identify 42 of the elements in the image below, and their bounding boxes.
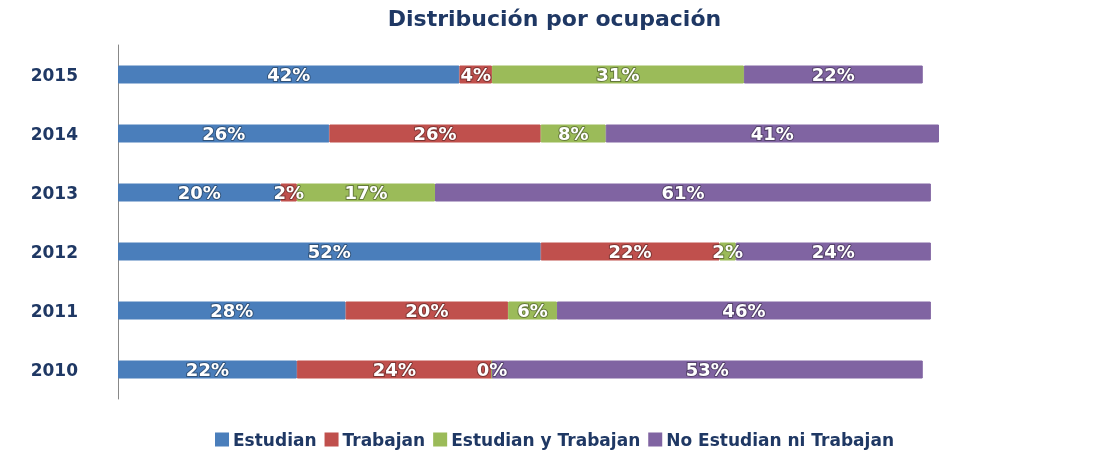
data-label: 6% (517, 300, 548, 321)
data-label: 24% (372, 359, 416, 380)
y-tick-label: 2012 (30, 241, 78, 262)
bar (605, 124, 939, 143)
legend-label: No Estudian ni Trabajan (666, 429, 894, 450)
bar (556, 301, 931, 320)
legend-label: Trabajan (342, 429, 426, 450)
data-label: 31% (596, 64, 640, 85)
bar (435, 183, 931, 202)
data-label: 26% (202, 123, 246, 144)
data-label: 17% (344, 182, 388, 203)
data-label: 61% (661, 182, 705, 203)
data-label: 46% (722, 300, 766, 321)
y-tick-label: 2011 (30, 300, 78, 321)
data-label: 41% (750, 123, 794, 144)
data-label: 22% (185, 359, 229, 380)
legend-label: Estudian (233, 429, 317, 450)
data-label: 22% (608, 241, 652, 262)
y-tick-label: 2015 (30, 64, 78, 85)
data-label: 52% (307, 241, 351, 262)
bar (118, 301, 346, 320)
data-label: 20% (177, 182, 221, 203)
data-label: 53% (685, 359, 729, 380)
bar (329, 124, 541, 143)
legend-label: Estudian y Trabajan (451, 429, 641, 450)
data-label: 22% (811, 64, 855, 85)
data-label: 20% (405, 300, 449, 321)
data-label: 24% (811, 241, 855, 262)
data-label: 28% (210, 300, 254, 321)
bar (118, 242, 541, 261)
y-tick-label: 2010 (30, 359, 79, 380)
data-label: 0% (476, 359, 508, 380)
bar (118, 124, 330, 143)
data-label: 26% (413, 123, 457, 144)
y-tick-label: 2014 (30, 123, 79, 144)
bar (118, 65, 460, 84)
data-label: 4% (460, 64, 491, 85)
bar (491, 65, 744, 84)
y-tick-label: 2013 (30, 182, 78, 203)
chart-title: Distribución por ocupación (387, 5, 722, 31)
data-label: 42% (267, 64, 311, 85)
data-label: 8% (557, 123, 589, 144)
